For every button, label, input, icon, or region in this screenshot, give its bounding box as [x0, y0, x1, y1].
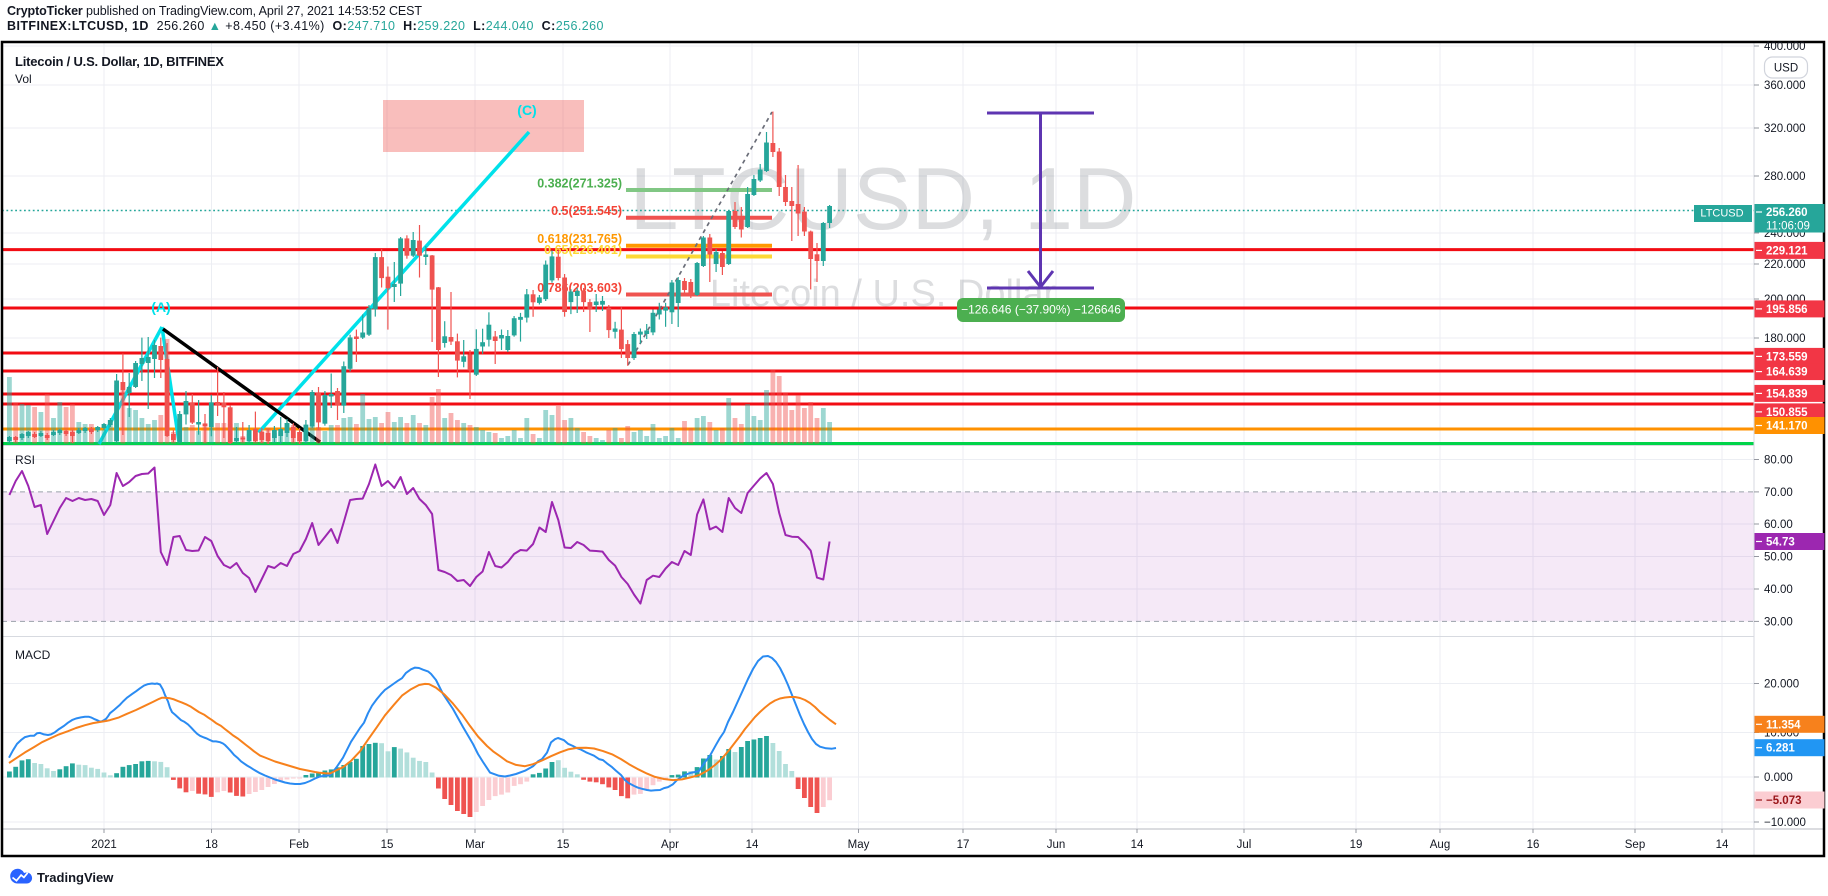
svg-text:−5.073: −5.073	[1766, 795, 1802, 807]
svg-text:195.856: 195.856	[1766, 304, 1808, 316]
svg-text:0.618(231.765): 0.618(231.765)	[537, 232, 622, 246]
svg-text:Mar: Mar	[465, 839, 485, 851]
svg-text:154.839: 154.839	[1766, 388, 1808, 400]
svg-text:TradingView: TradingView	[37, 870, 114, 885]
svg-text:16: 16	[1527, 839, 1540, 851]
svg-text:14: 14	[746, 839, 759, 851]
svg-text:18: 18	[205, 839, 218, 851]
svg-text:Sep: Sep	[1625, 839, 1645, 851]
svg-text:0.5(251.545): 0.5(251.545)	[551, 204, 622, 218]
svg-text:0.000: 0.000	[1764, 772, 1793, 784]
svg-text:Apr: Apr	[661, 839, 679, 851]
svg-text:180.000: 180.000	[1764, 333, 1806, 345]
svg-text:280.000: 280.000	[1764, 171, 1806, 183]
svg-text:20.000: 20.000	[1764, 679, 1799, 691]
svg-text:256.260: 256.260	[1766, 207, 1808, 219]
svg-text:70.00: 70.00	[1764, 487, 1793, 499]
svg-text:LTCUSD, 1D: LTCUSD, 1D	[630, 149, 1137, 248]
svg-text:14: 14	[1716, 839, 1729, 851]
svg-text:RSI: RSI	[15, 453, 35, 467]
svg-text:320.000: 320.000	[1764, 123, 1806, 135]
svg-text:150.855: 150.855	[1766, 407, 1808, 419]
svg-text:−10.000: −10.000	[1764, 817, 1806, 829]
svg-text:Feb: Feb	[289, 839, 309, 851]
svg-text:11.354: 11.354	[1766, 719, 1801, 731]
svg-text:220.000: 220.000	[1764, 259, 1806, 271]
svg-text:11:06:09: 11:06:09	[1766, 221, 1810, 233]
svg-text:MACD: MACD	[15, 648, 51, 662]
svg-text:173.559: 173.559	[1766, 351, 1808, 363]
svg-text:141.170: 141.170	[1766, 421, 1808, 433]
svg-text:LTCUSD: LTCUSD	[1700, 208, 1743, 220]
svg-text:USD: USD	[1774, 63, 1798, 75]
svg-text:360.000: 360.000	[1764, 80, 1806, 92]
svg-text:40.00: 40.00	[1764, 584, 1793, 596]
svg-text:2021: 2021	[91, 839, 117, 851]
svg-text:80.00: 80.00	[1764, 455, 1793, 467]
svg-text:0.382(271.325): 0.382(271.325)	[537, 177, 622, 191]
svg-text:54.73: 54.73	[1766, 537, 1795, 549]
svg-text:14: 14	[1131, 839, 1144, 851]
svg-text:0.786(203.603): 0.786(203.603)	[537, 281, 622, 295]
svg-text:Jul: Jul	[1237, 839, 1252, 851]
svg-text:Jun: Jun	[1047, 839, 1066, 851]
svg-text:−126.646 (−37.90%) −126646: −126.646 (−37.90%) −126646	[961, 303, 1121, 317]
svg-text:164.639: 164.639	[1766, 367, 1808, 379]
svg-text:6.281: 6.281	[1766, 743, 1795, 755]
svg-text:May: May	[848, 839, 870, 851]
svg-text:Vol: Vol	[15, 72, 32, 86]
svg-text:Litecoin / U.S. Dollar, 1D, BI: Litecoin / U.S. Dollar, 1D, BITFINEX	[15, 54, 224, 69]
svg-text:30.00: 30.00	[1764, 616, 1793, 628]
svg-text:0.65(226.401): 0.65(226.401)	[544, 243, 622, 257]
svg-text:17: 17	[957, 839, 970, 851]
svg-text:400.000: 400.000	[1764, 41, 1806, 53]
svg-text:(C): (C)	[517, 102, 536, 118]
svg-text:15: 15	[381, 839, 394, 851]
svg-text:15: 15	[557, 839, 570, 851]
svg-text:50.00: 50.00	[1764, 552, 1793, 564]
svg-text:(A): (A)	[151, 299, 170, 315]
svg-text:229.121: 229.121	[1766, 245, 1808, 257]
svg-text:Aug: Aug	[1430, 839, 1450, 851]
svg-text:19: 19	[1350, 839, 1363, 851]
svg-text:60.00: 60.00	[1764, 519, 1793, 531]
